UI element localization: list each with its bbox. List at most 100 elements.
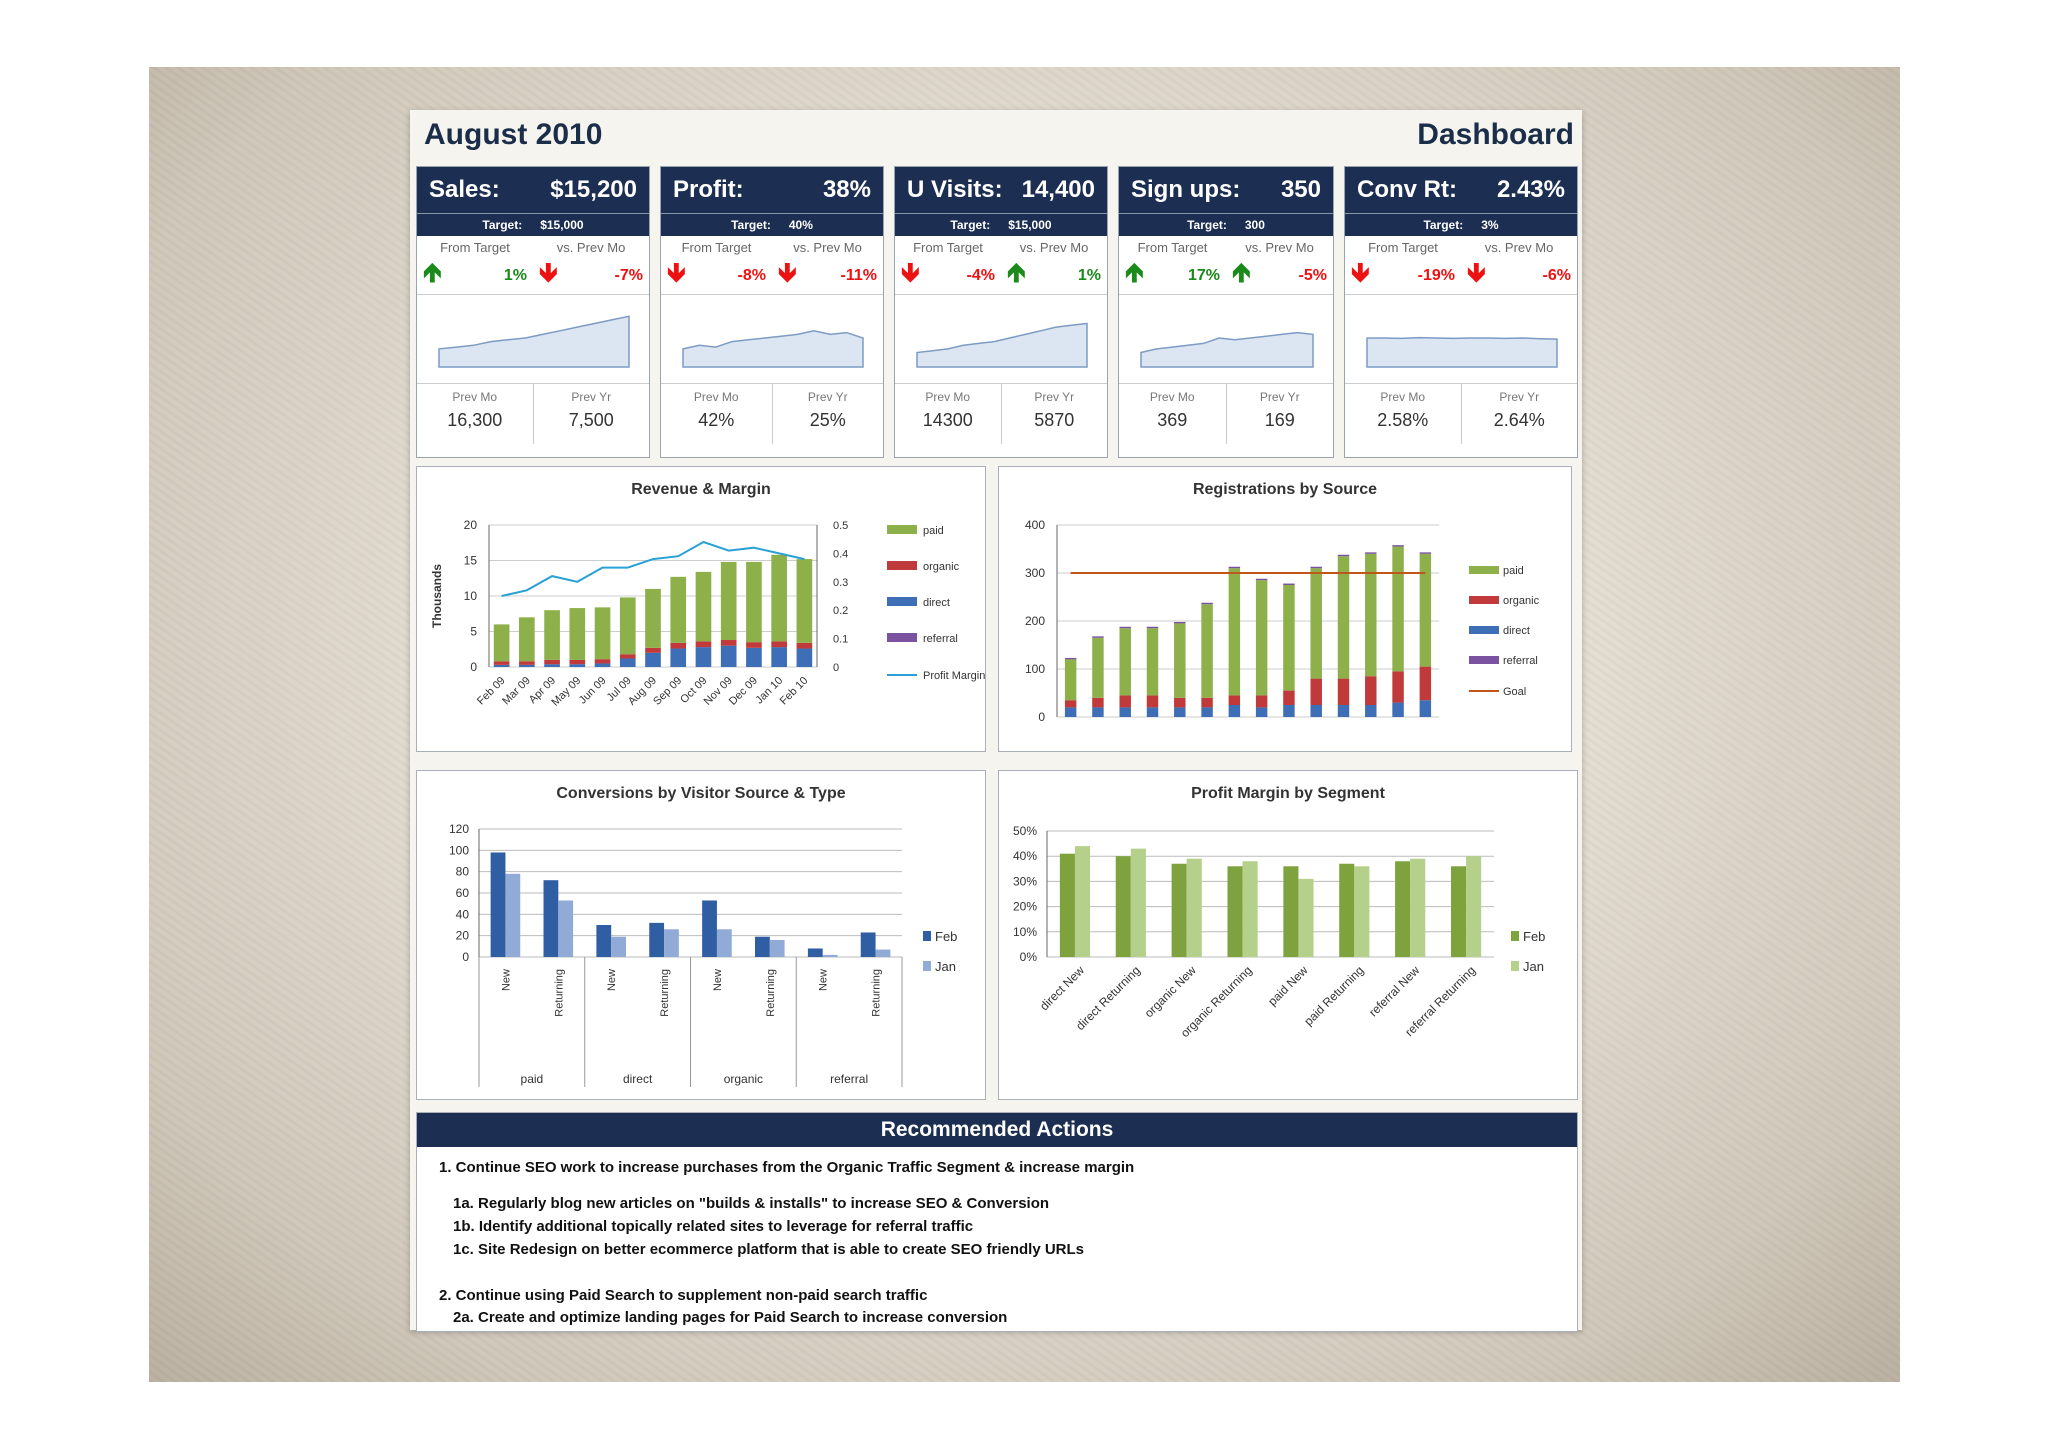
bar-direct [544, 664, 560, 667]
bar-direct [1228, 705, 1241, 717]
registrations-panel: Registrations by Source 0 100 200 300 400 pai… [998, 466, 1572, 752]
y2-tick-label: 0.1 [833, 634, 848, 646]
bar-organic [1255, 695, 1268, 708]
kpi-prev-b-label: Prev Yr [1259, 390, 1300, 404]
y-tick-label: 0 [470, 660, 477, 674]
kpi-card: U Visits: 14,400 Target: $15,000 From Target… [894, 166, 1108, 458]
action-line: 1b. Identify additional topically relate… [453, 1218, 974, 1235]
kpi-sub-from-target: From Target [1137, 239, 1208, 255]
bar-direct [1146, 707, 1159, 717]
kpi-sub-from-target: From Target [913, 239, 983, 255]
kpi-sparkline [1119, 295, 1333, 384]
bar-organic [1119, 695, 1131, 708]
bar-organic [1310, 678, 1322, 705]
kpi-prev-b-label: Prev Yr [1499, 390, 1540, 404]
bar-direct [645, 652, 661, 667]
bar-paid [1365, 553, 1377, 677]
y-tick-label: 40 [456, 907, 470, 921]
down-arrow-icon: 🡻 [1467, 257, 1486, 287]
bar-direct [670, 648, 687, 667]
bar-direct [519, 664, 535, 667]
bar-organic [594, 659, 611, 664]
legend-swatch [887, 597, 917, 606]
kpi-prev-a-label: Prev Mo [1149, 390, 1195, 404]
legend-swatch [887, 561, 917, 570]
bar-paid [1092, 637, 1104, 698]
kpi-label: U Visits: [907, 176, 1003, 203]
kpi-header: U Visits: 14,400 [895, 167, 1107, 213]
bar-Jan [1186, 858, 1202, 957]
bar-Jan [1354, 866, 1370, 957]
y-tick-label: 100 [1025, 662, 1045, 676]
kpi-label: Sales: [429, 176, 500, 203]
kpi-sparkline [661, 295, 883, 384]
profit-segment-title: Profit Margin by Segment [1191, 785, 1385, 802]
bar-paid [1310, 568, 1322, 679]
kpi-subheader: From Target vs. Prev Mo [1345, 236, 1577, 258]
bar-Jan [1130, 848, 1146, 957]
bar-paid [796, 559, 813, 643]
kpi-subheader: From Target vs. Prev Mo [417, 236, 649, 258]
bar-organic [519, 661, 535, 665]
action-line: 1. Continue SEO work to increase purchas… [439, 1159, 1135, 1176]
bar-Jan [611, 936, 626, 957]
bar-direct [1365, 705, 1377, 717]
bar-Feb [543, 880, 559, 957]
revenue-margin-panel: Revenue & Margin 0 5 10 15 20 0 0.1 0.2 0.3 0.4 0.… [416, 466, 986, 752]
down-arrow-icon: 🡻 [778, 257, 797, 287]
kpi-prev-a-label: Prev Mo [693, 390, 739, 404]
bar-Feb [649, 922, 665, 957]
y-tick-label: 80 [456, 865, 470, 879]
kpi-prev-a-value: 42% [698, 410, 735, 430]
kpi-card: Sales: $15,200 Target: $15,000 From Target vs… [416, 166, 650, 458]
bar-direct [1174, 707, 1186, 717]
kpi-previous: Prev Mo 14300 Prev Yr 5870 [895, 384, 1107, 444]
dashboard: August 2010 Dashboard Sales: $15,200 Targe… [410, 110, 1582, 1332]
kpi-prev-b-value: 2.64% [1493, 410, 1545, 430]
bar-paid [1119, 628, 1131, 696]
kpi-vs-prev: -7% [614, 267, 643, 284]
bar-organic [1365, 676, 1377, 705]
kpi-prev-a-label: Prev Mo [925, 390, 971, 404]
bar-paid [645, 588, 661, 648]
bar-organic [695, 641, 712, 648]
bar-Feb [490, 852, 506, 957]
kpi-prev-a-value: 16,300 [447, 410, 503, 430]
y-tick-label: 10 [464, 589, 478, 603]
bar-Feb [1339, 863, 1355, 957]
bar-referral [1419, 552, 1432, 554]
legend-label: paid [923, 525, 944, 537]
bar-referral [1146, 626, 1159, 629]
legend-swatch [887, 525, 917, 534]
bar-direct [796, 648, 813, 667]
conversions-panel: Conversions by Visitor Source & Type 0 20… [416, 770, 986, 1100]
bar-referral [1337, 554, 1350, 557]
kpi-value: 350 [1280, 176, 1321, 203]
kpi-vs-prev: -11% [840, 267, 877, 284]
legend-label: Feb [935, 929, 957, 944]
bar-organic [645, 647, 661, 653]
bar-Jan [1298, 878, 1314, 957]
kpi-sparkline [895, 295, 1107, 384]
bar-paid [771, 554, 787, 642]
x-tick-label: New [500, 969, 512, 991]
bar-organic [619, 654, 636, 659]
kpi-value: 38% [822, 176, 871, 203]
legend-label: organic [923, 561, 960, 573]
y2-tick-label: 0.2 [833, 605, 848, 617]
up-arrow-icon: 🡹 [1125, 257, 1144, 287]
bar-referral [1201, 602, 1213, 605]
y-tick-label: 5 [470, 625, 477, 639]
legend-label: referral [1503, 655, 1538, 667]
conversions-chart: 0 20 40 60 80 100 120 New Returning New Returning N… [449, 822, 957, 1087]
kpi-target-value: 40% [788, 218, 813, 232]
kpi-prev-a-value: 14300 [922, 410, 973, 430]
bar-organic [569, 659, 586, 665]
bar-Feb [860, 932, 876, 957]
x-tick-label: Returning [765, 969, 777, 1017]
bar-organic [746, 642, 762, 648]
kpi-label: Profit: [673, 176, 744, 203]
bar-Feb [1395, 861, 1411, 957]
kpi-prev-a-value: 2.58% [1377, 410, 1429, 430]
